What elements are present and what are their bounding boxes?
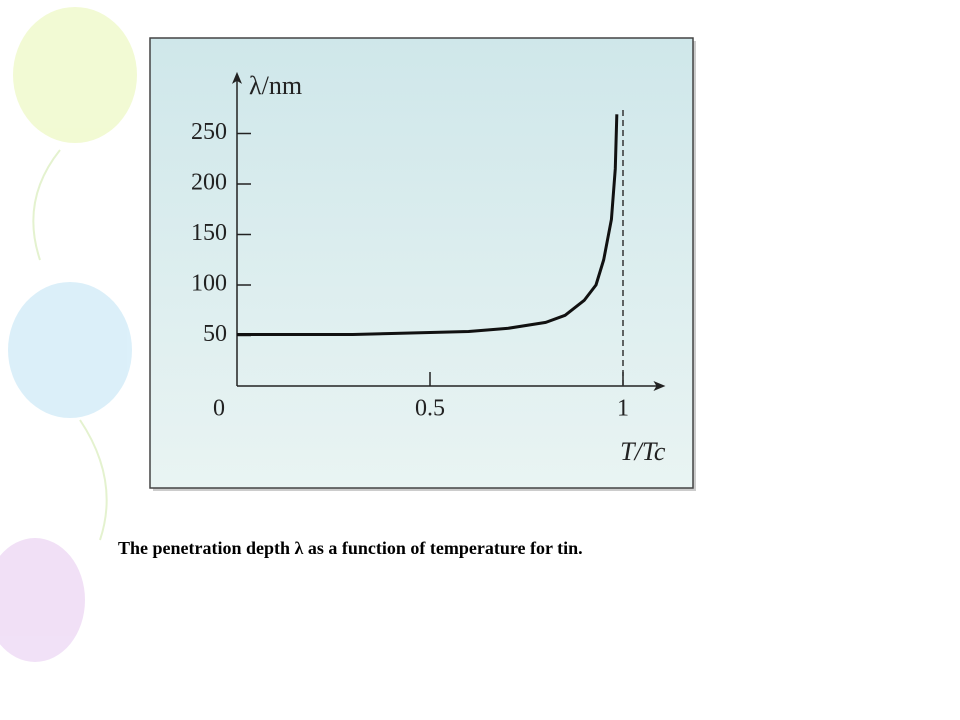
data-line	[237, 114, 619, 336]
x-tick-label: 1	[617, 396, 629, 422]
y-tick-label: 200	[191, 170, 227, 196]
y-tick-label: 100	[191, 271, 227, 297]
y-axis-arrow	[232, 71, 242, 84]
y-tick-label: 250	[191, 119, 227, 145]
x-tick-label: 0.5	[415, 396, 445, 422]
balloon-decoration	[0, 7, 137, 662]
y-axis-label: λ/nm	[249, 71, 302, 100]
x-axis-arrow	[653, 381, 666, 391]
caption: The penetration depth λ as a function of…	[118, 538, 583, 558]
x-axis-label: T/Tc	[620, 437, 666, 466]
plot-area: λ/nm T/Tc 50 100 150 200 250 0 0.5 1	[191, 71, 666, 466]
y-tick-label: 150	[191, 220, 227, 246]
x-tick-label: 0	[213, 396, 225, 422]
y-tick-label: 50	[203, 321, 227, 347]
